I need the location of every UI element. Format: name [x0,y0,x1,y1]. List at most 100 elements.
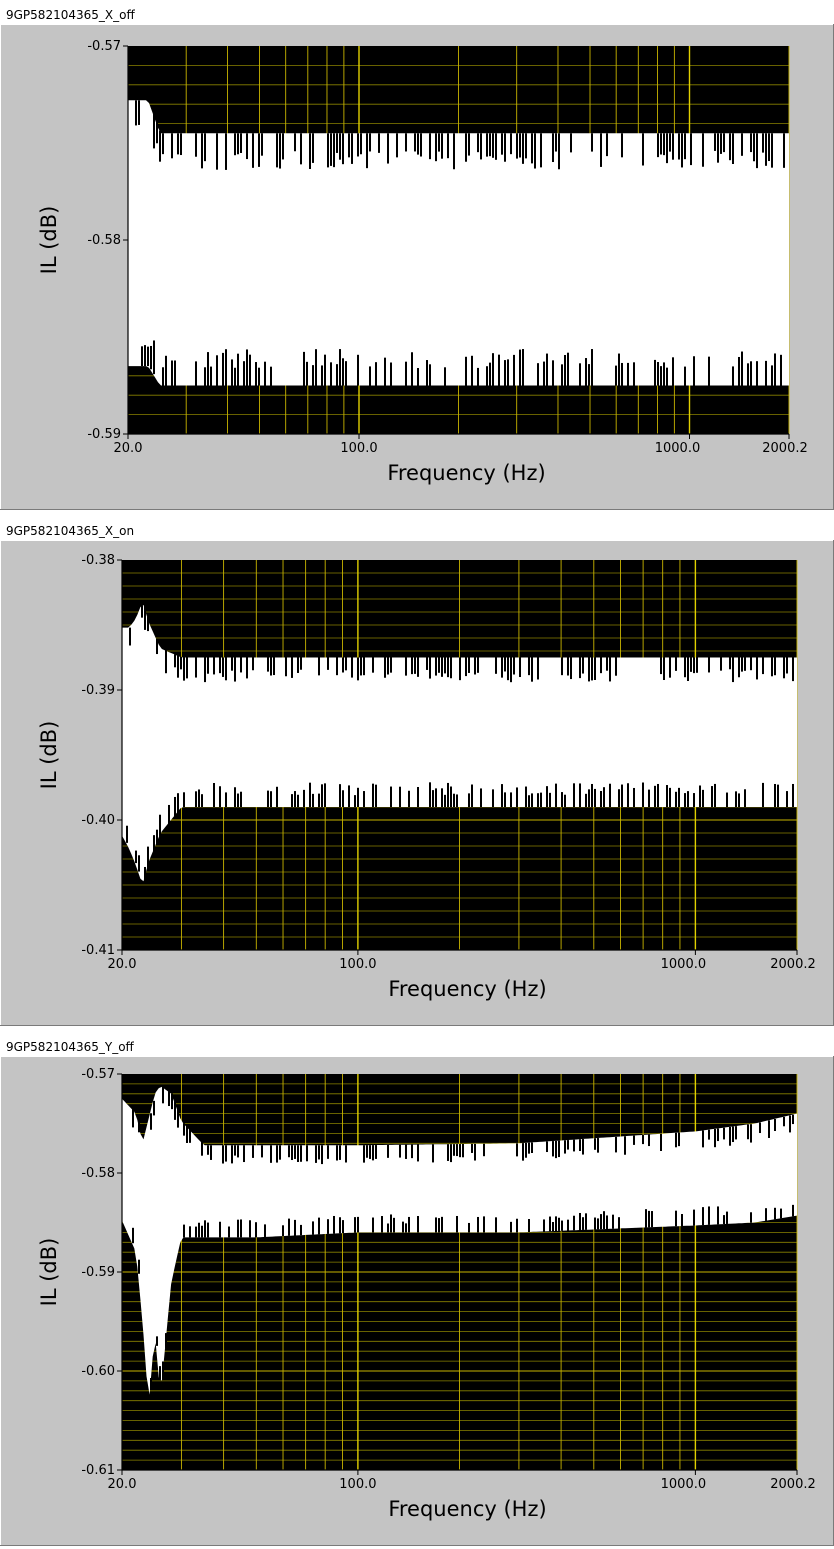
noise-spike [204,133,206,162]
noise-spike [390,1214,392,1233]
noise-spike [348,785,350,807]
noise-spike [564,1140,566,1154]
noise-spike [516,133,518,159]
noise-spike [342,790,344,807]
noise-spike [147,616,149,632]
x-tick-label: 100.0 [339,1477,376,1492]
noise-spike [747,1124,749,1140]
noise-spike [318,793,320,807]
noise-spike [162,1087,164,1104]
noise-spike [525,1142,527,1158]
noise-spike [141,346,143,367]
x-tick-label: 1000.0 [661,1477,707,1492]
noise-spike [219,1221,221,1238]
noise-spike [252,657,254,671]
noise-spike [237,133,239,155]
noise-spike [447,133,449,159]
noise-spike [138,100,140,125]
noise-spike [504,133,506,162]
noise-spike [702,1130,704,1148]
noise-spike [615,365,617,386]
noise-spike [648,1210,650,1228]
noise-spike [642,1135,644,1145]
noise-spike [564,354,566,386]
noise-spike [570,657,572,680]
noise-spike [426,360,428,386]
noise-spike [723,133,725,153]
y-axis-label: IL (dB) [37,206,61,275]
noise-spike [216,133,218,170]
noise-spike [387,657,389,675]
y-tick-label: -0.40 [81,813,115,828]
noise-spike [168,804,170,824]
noise-spike [294,1145,296,1159]
noise-spike [762,657,764,675]
noise-spike [738,356,740,386]
noise-spike [270,791,272,807]
noise-spike [429,364,431,386]
noise-spike [414,133,416,152]
noise-spike [717,133,719,163]
noise-spike [132,1109,134,1128]
noise-spike [417,786,419,807]
noise-spike [717,1206,719,1225]
noise-spike [339,1145,341,1160]
noise-spike [723,1127,725,1140]
noise-spike [618,789,620,807]
noise-spike [171,133,173,159]
noise-spike [660,366,662,386]
noise-spike [465,657,467,677]
noise-spike [555,1140,557,1159]
noise-spike [447,782,449,807]
noise-spike [225,1145,227,1162]
noise-spike [585,1213,587,1230]
noise-spike [165,1333,167,1349]
noise-spike [372,1145,374,1161]
noise-spike [756,133,758,169]
noise-spike [486,366,488,386]
noise-spike [663,362,665,386]
noise-spike [765,133,767,166]
noise-spike [417,1216,419,1233]
noise-spike [534,133,536,169]
noise-spike [780,354,782,386]
noise-spike [648,1134,650,1147]
noise-spike [210,366,212,386]
noise-spike [312,1221,314,1235]
noise-spike [486,133,488,157]
noise-spike [489,362,491,386]
noise-spike [336,1145,338,1161]
noise-spike [753,133,755,162]
noise-spike [156,1336,158,1346]
noise-spike [468,793,470,807]
noise-spike [180,133,182,156]
noise-spike [579,657,581,679]
noise-spike [624,1136,626,1155]
noise-spike [156,638,158,655]
noise-spike [768,1120,770,1138]
noise-spike [555,783,557,807]
noise-spike [225,792,227,807]
noise-spike [339,349,341,386]
noise-spike [195,657,197,678]
noise-spike [444,657,446,674]
noise-spike [468,133,470,156]
noise-spike [456,1215,458,1233]
noise-spike [693,793,695,807]
noise-spike [615,1136,617,1153]
noise-spike [522,349,524,386]
noise-spike [597,1218,599,1230]
noise-spike [510,792,512,807]
noise-spike [480,788,482,807]
noise-spike [327,1145,329,1159]
noise-spike [582,657,584,674]
noise-spike [411,657,413,675]
noise-spike [792,783,794,807]
noise-spike [483,1143,485,1157]
noise-spike [441,657,443,677]
noise-spike [207,352,209,386]
noise-spike [231,657,233,671]
noise-spike [291,657,293,678]
y-tick-label: -0.61 [81,1463,115,1478]
noise-spike [519,657,521,678]
